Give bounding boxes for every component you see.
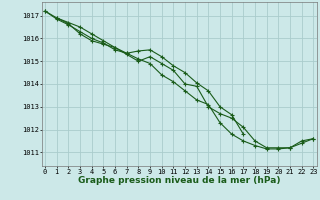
X-axis label: Graphe pression niveau de la mer (hPa): Graphe pression niveau de la mer (hPa): [78, 176, 280, 185]
